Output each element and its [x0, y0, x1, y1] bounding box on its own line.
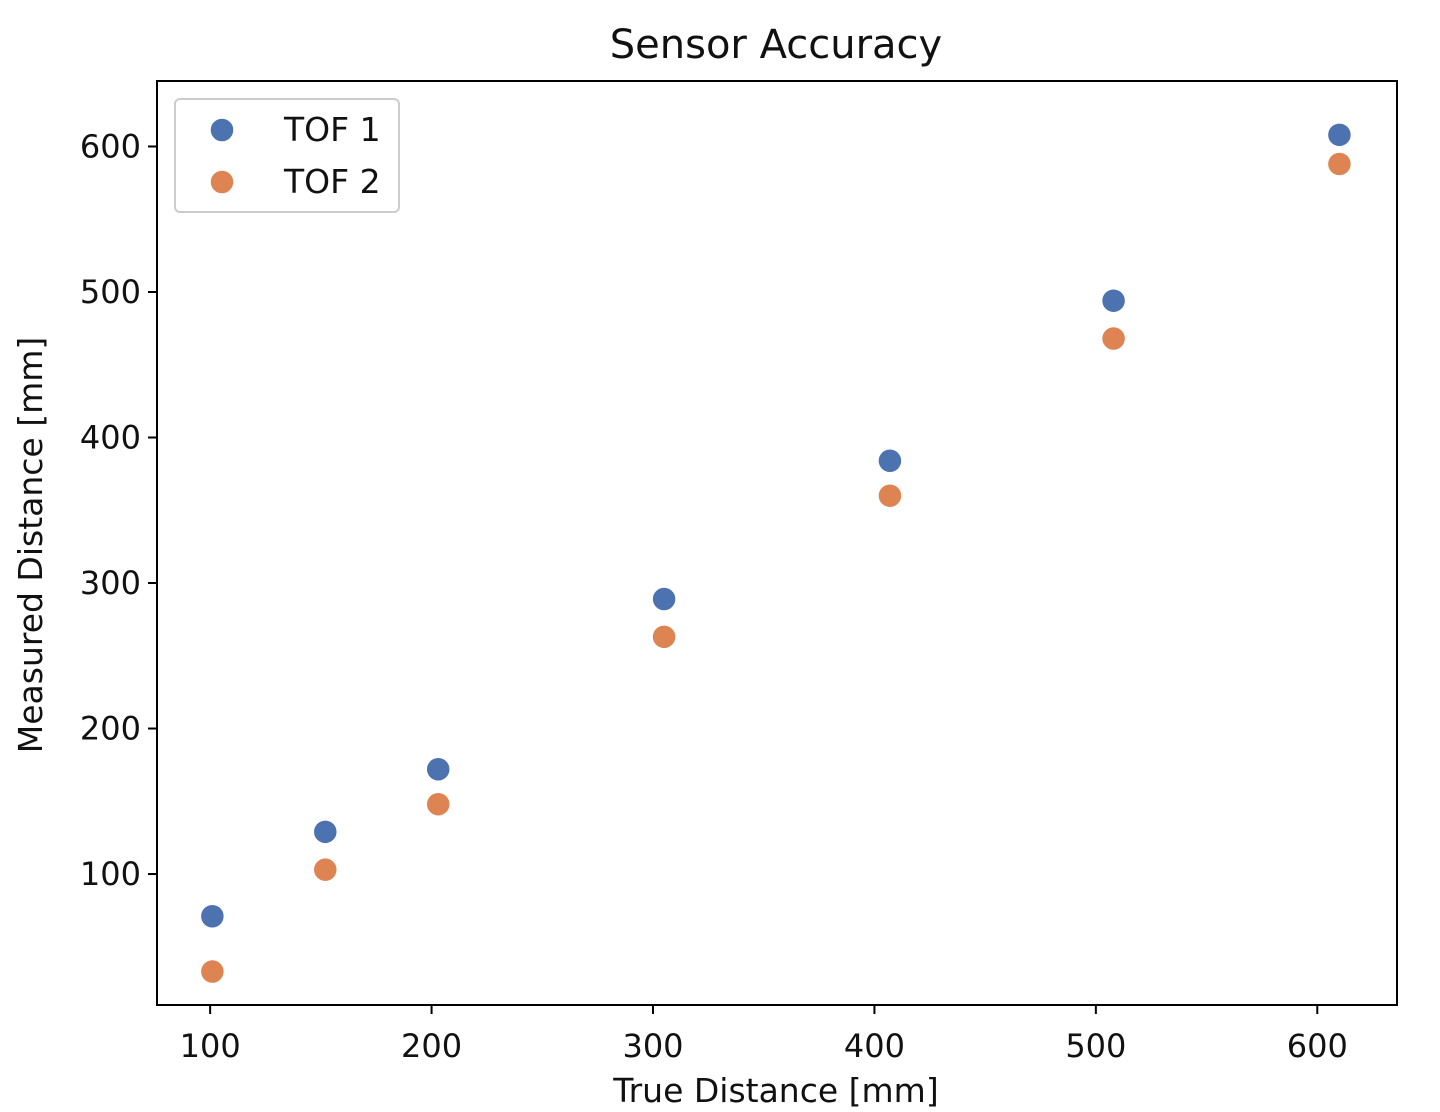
data-points	[199, 122, 1353, 985]
y-tick-label: 600	[80, 127, 141, 165]
y-tick-label: 100	[80, 855, 141, 893]
x-tick-label: 400	[844, 1027, 905, 1065]
x-tick-label: 100	[180, 1027, 241, 1065]
series-1-point	[425, 756, 451, 783]
x-axis-ticks: 100 200 300 400 500 600	[180, 1005, 1348, 1065]
plot-area-frame	[156, 80, 1398, 1006]
y-tick-label: 300	[80, 564, 141, 602]
legend-marker	[209, 117, 235, 143]
y-axis-ticks: 100 200 300 400 500 600	[80, 127, 157, 893]
legend-marker	[209, 169, 235, 195]
y-tick-label: 400	[80, 419, 141, 457]
series-2-point	[1100, 325, 1127, 352]
series-1-point	[877, 448, 903, 474]
series-2-point	[1326, 151, 1353, 177]
series-2-point	[312, 856, 339, 883]
series-1-point	[1100, 287, 1127, 314]
legend-label: TOF 1	[283, 110, 381, 149]
series-2-point	[425, 791, 451, 817]
series-1-point	[651, 586, 677, 612]
x-tick-label: 600	[1287, 1027, 1348, 1065]
x-tick-label: 500	[1065, 1027, 1126, 1065]
series-2-point	[199, 958, 226, 985]
series-2-point	[877, 482, 903, 509]
y-axis-label: Measured Distance [mm]	[11, 337, 50, 754]
y-tick-label: 500	[80, 273, 141, 311]
chart-title: Sensor Accuracy	[610, 22, 942, 68]
series-1-point	[199, 903, 226, 929]
x-tick-label: 300	[622, 1027, 683, 1065]
x-tick-label: 200	[401, 1027, 462, 1065]
y-tick-label: 200	[80, 710, 141, 748]
legend-label: TOF 2	[283, 162, 381, 201]
series-2-point	[651, 624, 677, 650]
x-axis-label: True Distance [mm]	[612, 1071, 938, 1110]
legend: TOF 1 TOF 2	[174, 98, 400, 213]
series-1-point	[312, 819, 339, 845]
series-1-point	[1326, 122, 1353, 148]
